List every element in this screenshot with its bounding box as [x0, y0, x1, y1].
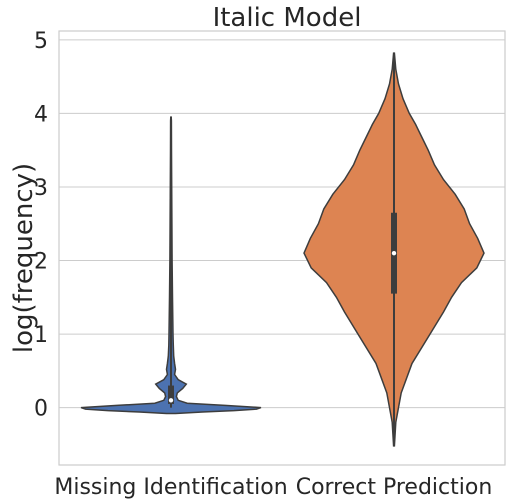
violin-median-dot: [391, 250, 397, 256]
y-tick-label: 1: [34, 323, 48, 348]
x-tick-label: Missing Identification: [54, 475, 287, 500]
y-tick-label: 3: [34, 176, 48, 201]
y-tick-labels: 0 1 2 3 4 5: [34, 29, 48, 422]
x-tick-labels: Missing Identification Correct Prediction: [54, 475, 492, 500]
plot-frame: [58, 30, 506, 466]
y-tick-label: 4: [34, 102, 48, 127]
violin-layer: [80, 52, 485, 447]
x-tick-label: Correct Prediction: [296, 475, 493, 500]
y-tick-label: 0: [34, 397, 48, 422]
grid-layer: [59, 39, 505, 409]
y-tick-label: 2: [34, 250, 48, 275]
y-tick-label: 5: [34, 29, 48, 54]
violin-median-dot: [168, 398, 174, 403]
chart-title: Italic Model: [213, 3, 362, 33]
y-axis-label: log(frequency): [9, 163, 39, 353]
